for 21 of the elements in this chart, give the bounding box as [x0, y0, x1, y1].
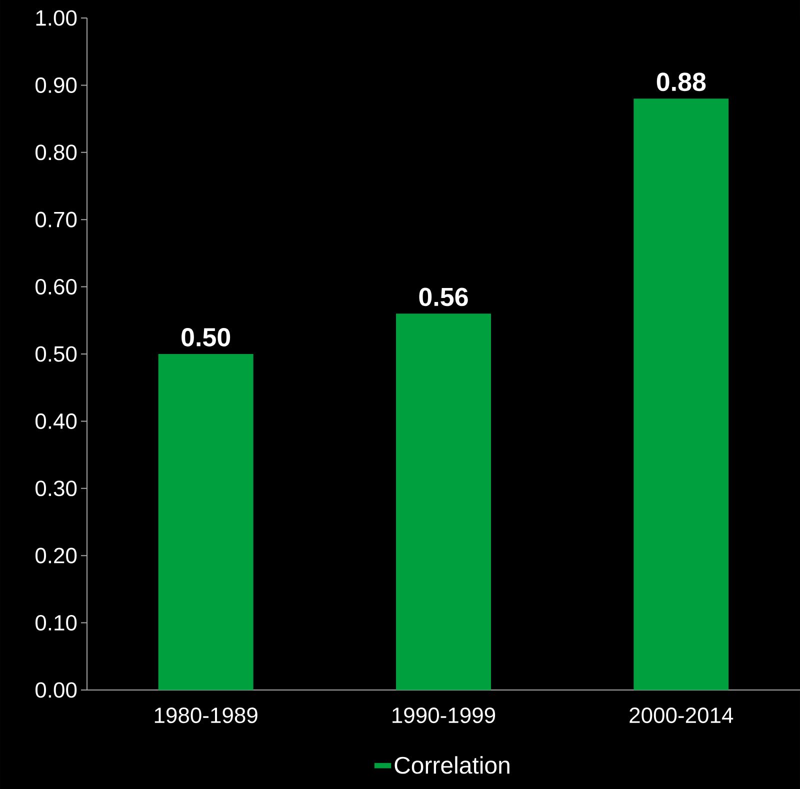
x-tick-label: 1990-1999 — [392, 708, 496, 724]
y-tick-label: 0.80 — [36, 144, 77, 160]
y-tick-label: 1.00 — [36, 10, 77, 26]
data-label: 0.88 — [656, 72, 706, 92]
y-tick-label: 0.90 — [36, 77, 77, 93]
x-tick-label: 2000-2014 — [630, 708, 734, 724]
y-tick-label: 0.20 — [36, 548, 77, 564]
data-label: 0.56 — [419, 288, 468, 306]
y-tick-label: 0.40 — [36, 413, 77, 429]
y-tick-label: 0.60 — [36, 278, 77, 295]
y-tick-label: 0.70 — [36, 212, 77, 228]
x-tick-label: 1980-1989 — [154, 708, 258, 724]
y-tick-label: 0.30 — [36, 480, 77, 496]
y-tick-label: 0.10 — [36, 614, 77, 631]
legend-label: Correlation — [394, 756, 510, 774]
y-tick-label: 0.00 — [36, 682, 77, 698]
data-label: 0.50 — [182, 328, 230, 346]
y-tick-label: 0.50 — [36, 346, 77, 362]
bar — [396, 314, 492, 690]
bar — [634, 98, 729, 690]
bar — [158, 354, 254, 690]
